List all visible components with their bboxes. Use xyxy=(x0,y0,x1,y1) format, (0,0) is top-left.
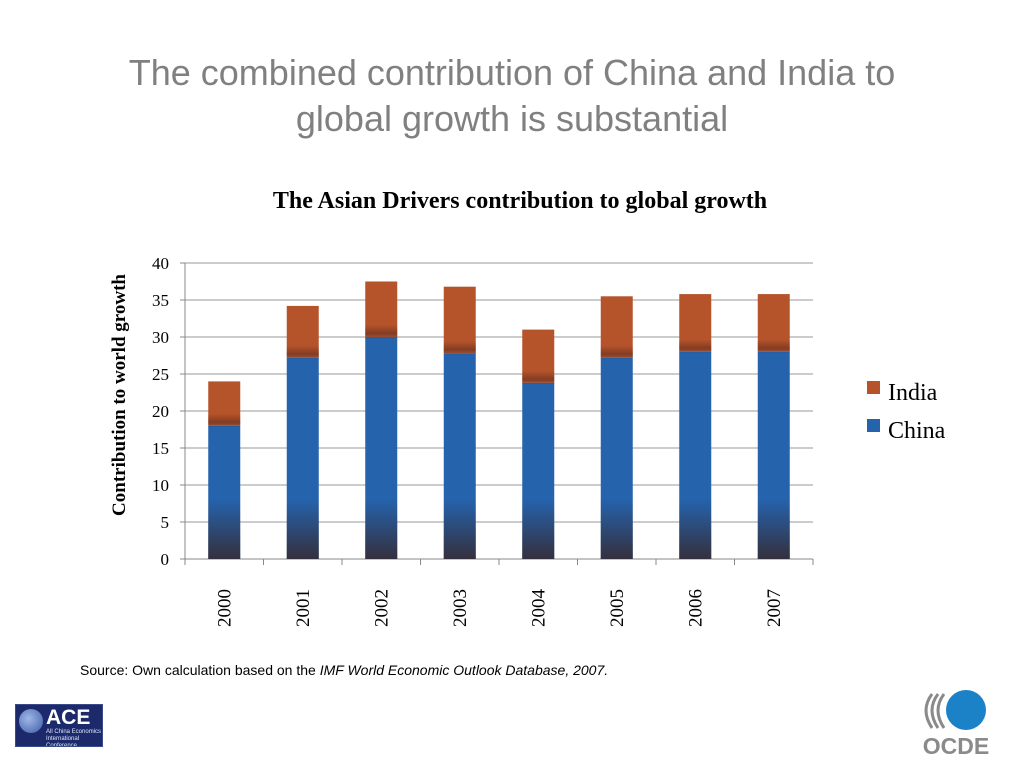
legend: India China xyxy=(867,380,946,444)
y-tick-label: 15 xyxy=(152,439,169,458)
y-tick-label: 25 xyxy=(152,365,169,384)
y-tick-label: 20 xyxy=(152,402,169,421)
oecd-arc-icon xyxy=(930,693,940,729)
chart-title: The Asian Drivers contribution to global… xyxy=(273,188,767,214)
y-tick-label: 0 xyxy=(161,550,170,569)
oecd-logo: OCDE xyxy=(923,690,989,758)
source-italic: IMF World Economic Outlook Database, 200… xyxy=(319,662,609,678)
bar-join-shade xyxy=(286,345,319,360)
bar-base-shade xyxy=(443,499,476,559)
x-tick-label: 2000 xyxy=(214,589,235,627)
oecd-arc-icon xyxy=(936,693,946,729)
x-tick-label: 2001 xyxy=(293,589,314,627)
y-tick-labels: 0 5 10 15 20 25 30 35 40 xyxy=(152,254,169,569)
bar-base-shade xyxy=(522,499,555,559)
bar-base-shade xyxy=(365,499,398,559)
ace-logo: ACE All China Economics International Co… xyxy=(15,704,103,747)
bar-join-shade xyxy=(600,345,633,360)
ace-logo-word: ACE xyxy=(46,706,91,729)
source-note: Source: Own calculation based on the IMF… xyxy=(80,662,608,678)
legend-label-china: China xyxy=(888,418,946,444)
y-tick-label: 10 xyxy=(152,476,169,495)
bar-join-shade xyxy=(679,339,712,354)
legend-label-india: India xyxy=(888,380,938,406)
legend-swatch-india xyxy=(867,381,880,394)
y-tick-label: 35 xyxy=(152,291,169,310)
x-tick-label: 2005 xyxy=(607,589,628,627)
oecd-circle-icon xyxy=(946,690,986,730)
globe-icon xyxy=(19,709,43,733)
x-tick-label: 2002 xyxy=(371,589,392,627)
y-tick-label: 30 xyxy=(152,328,169,347)
stacked-bar-chart: The Asian Drivers contribution to global… xyxy=(109,188,946,628)
oecd-arc-icon xyxy=(924,693,934,729)
source-prefix: Source: Own calculation based on the xyxy=(80,662,320,678)
bar-join-shade xyxy=(443,341,476,356)
bar-base-shade xyxy=(679,499,712,559)
ace-logo-sub2: International Conference xyxy=(46,736,80,747)
x-tick-label: 2004 xyxy=(528,589,549,628)
bar-base-shade xyxy=(208,499,241,559)
bar-join-shade xyxy=(522,370,555,385)
ace-logo-sub1: All China Economics xyxy=(46,729,102,735)
bar-join-shade xyxy=(757,339,790,354)
gridlines xyxy=(180,262,814,565)
bar-join-shade xyxy=(208,413,241,428)
x-tick-label: 2007 xyxy=(764,589,785,627)
slide-title-line1: The combined contribution of China and I… xyxy=(128,52,896,93)
y-tick-label: 40 xyxy=(152,254,169,273)
bars xyxy=(208,281,790,559)
x-tick-labels: 2000 2001 2002 2003 2004 2005 2006 2007 xyxy=(214,589,785,628)
bar-base-shade xyxy=(600,499,633,559)
bar-join-shade xyxy=(365,325,398,339)
oecd-logo-text: OCDE xyxy=(923,733,989,758)
x-tick-label: 2003 xyxy=(450,589,471,627)
y-tick-label: 5 xyxy=(161,513,170,532)
legend-swatch-china xyxy=(867,419,880,432)
ace-logo-subtitle: All China Economics International Confer… xyxy=(46,729,102,747)
slide-title-line2: global growth is substantial xyxy=(295,98,729,139)
y-axis-label: Contribution to world growth xyxy=(109,274,130,516)
bar-base-shade xyxy=(757,499,790,559)
bar-base-shade xyxy=(286,499,319,559)
x-tick-label: 2006 xyxy=(685,589,706,627)
slide-title: The combined contribution of China and I… xyxy=(40,50,984,142)
